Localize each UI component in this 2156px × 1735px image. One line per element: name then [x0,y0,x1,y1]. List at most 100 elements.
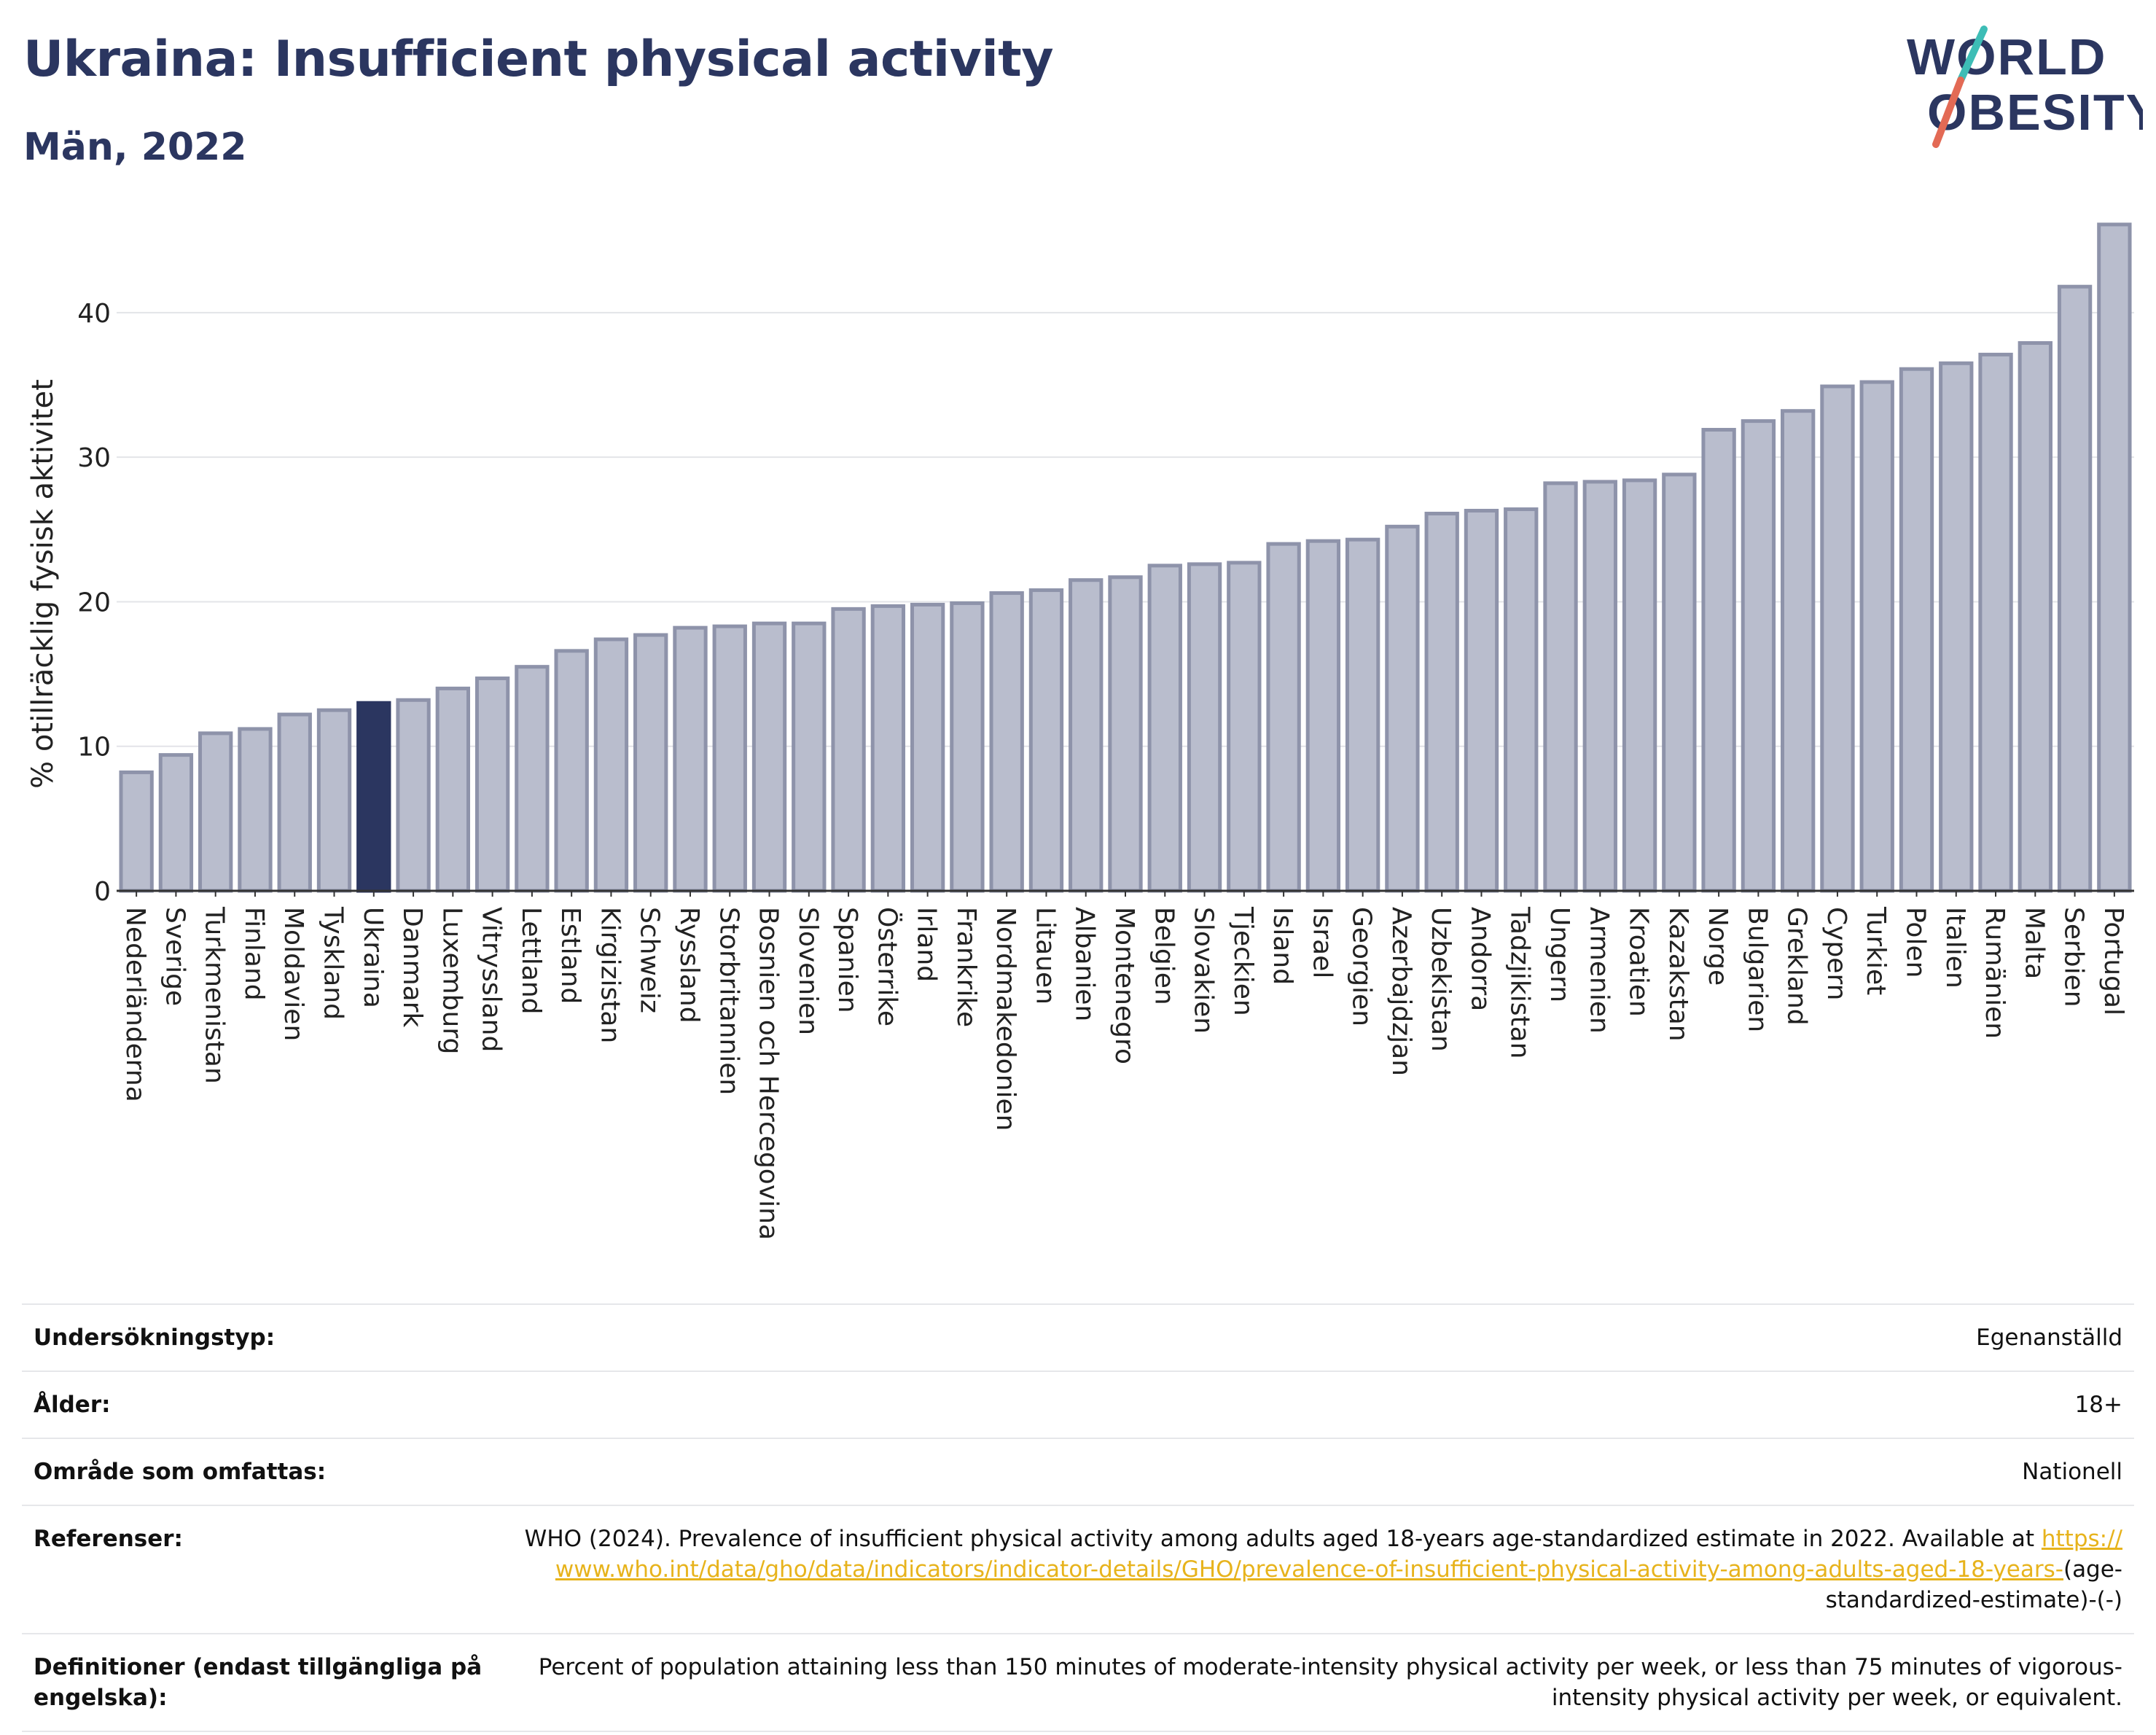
bar-norge [1701,427,1736,893]
x-tick-label: Polen [1900,907,1930,978]
bar-uzbekistan [1424,511,1459,893]
x-tick-label: Nederländerna [120,907,150,1102]
x-tick-label: Ungern [1544,907,1574,1002]
y-axis-label: % otillräcklig fysisk aktivitet [26,379,60,789]
bar-grekland [1780,409,1816,893]
x-tick-label: Tjeckien [1228,906,1258,1016]
x-tick-label: Danmark [397,907,427,1028]
x-tick-label: Spanien [832,907,862,1013]
metadata-table: Undersökningstyp: Egenanställd Ålder: 18… [22,1303,2134,1732]
x-tick-label: Vitryssland [477,907,507,1052]
bar-malta [2018,341,2053,893]
bar-ungern [1543,481,1578,893]
x-tick-label: Lettland [516,907,546,1015]
table-row: Område som omfattas: Nationell [22,1438,2134,1506]
bar-österrike [870,604,906,893]
bar-litauen [1028,588,1064,893]
table-row: Ålder: 18+ [22,1371,2134,1439]
bar-luxemburg [435,686,471,893]
x-tick-label: Slovenien [793,907,823,1035]
x-tick-label: Bulgarien [1742,907,1772,1032]
bar-slovenien [792,621,827,893]
x-tick-label: Moldavien [278,907,308,1041]
age-value: 18+ [512,1371,2134,1439]
bar-armenien [1582,480,1617,893]
logo-slash-coral [1932,77,1964,148]
bar-moldavien [277,712,312,893]
logo-slash-teal [1957,26,1988,84]
table-row: Definitioner (endast tillgängliga på eng… [22,1633,2134,1732]
x-tick-label: Montenegro [1109,907,1139,1064]
y-axis-ticks: 0 10 20 30 40 [77,299,111,907]
x-tick-label: Litauen [1030,907,1060,1005]
x-tick-label: Israel [1307,907,1337,978]
bars [119,222,2132,893]
reference-link[interactable]: https://www.who.int/data/gho/data/indica… [555,1526,2122,1583]
x-tick-label: Grekland [1782,907,1812,1026]
coverage-key: Område som omfattas: [22,1438,512,1506]
definitions-value: Percent of population attaining less tha… [512,1633,2134,1732]
x-tick-label: Tyskland [319,906,348,1020]
table-row: Undersökningstyp: Egenanställd [22,1303,2134,1372]
y-tick-label: 0 [94,877,111,907]
bar-irland [910,602,945,893]
coverage-value: Nationell [512,1438,2134,1506]
bar-belgien [1147,564,1182,893]
x-tick-label: Albanien [1070,907,1100,1021]
bar-sverige [158,753,194,893]
bar-finland [238,727,273,893]
x-tick-label: Belgien [1149,907,1179,1005]
bar-montenegro [1108,575,1143,893]
x-tick-label: Turkiet [1861,906,1891,995]
x-tick-label: Andorra [1465,907,1495,1011]
x-tick-label: Kazakstan [1663,907,1693,1042]
bar-kazakstan [1662,472,1697,893]
bar-serbien [2057,284,2093,893]
x-tick-label: Cypern [1821,907,1851,1000]
bar-polen [1899,367,1934,893]
bar-nederländerna [119,770,154,893]
bar-bulgarien [1741,419,1776,893]
bar-vitryssland [474,677,510,893]
x-tick-label: Norge [1703,907,1733,986]
bar-bosnien-och-hercegovina [751,621,787,893]
x-tick-label: Malta [2019,907,2049,979]
y-tick-label: 20 [77,588,111,617]
survey-type-key: Undersökningstyp: [22,1303,512,1372]
x-tick-label: Turkmenistan [200,906,230,1084]
definitions-key: Definitioner (endast tillgängliga på eng… [22,1633,512,1732]
bar-island [1266,542,1301,893]
x-tick-label: Island [1268,907,1297,985]
bar-georgien [1345,537,1380,893]
x-tick-label: Österrike [872,907,902,1026]
bar-kirgizistan [593,637,629,893]
bar-albanien [1069,578,1104,893]
bar-frankrike [950,601,985,893]
logo-word-world: WORLD [1907,28,2106,85]
bar-storbritannien [712,624,747,893]
bar-cypern [1820,384,1855,893]
references-key: Referenser: [22,1505,512,1634]
x-tick-label: Nordmakedonien [991,907,1020,1131]
y-tick-label: 30 [77,443,111,473]
world-obesity-logo: WORLD OBESITY [1907,26,2143,148]
x-tick-label: Finland [239,907,269,1001]
x-tick-label: Slovakien [1189,907,1219,1034]
x-tick-label: Luxemburg [437,907,466,1054]
reference-text: WHO (2024). Prevalence of insufficient p… [524,1526,2042,1552]
bar-spanien [831,607,866,893]
x-tick-label: Portugal [2098,907,2128,1015]
bar-italien [1939,361,1974,893]
age-key: Ålder: [22,1371,512,1439]
bar-chart: 0 10 20 30 40 Nederländerna Sverige Turkmenist… [26,222,2134,1240]
x-tick-label: Storbritannien [714,907,743,1095]
bar-tjeckien [1227,561,1262,893]
bar-ukraina [356,701,391,893]
chart-subtitle: Män, 2022 [23,125,247,169]
references-value: WHO (2024). Prevalence of insufficient p… [512,1505,2134,1634]
x-axis-ticks: Nederländerna Sverige Turkmenistan Finland M… [120,891,2128,1240]
x-tick-label: Uzbekistan [1426,907,1456,1052]
bar-turkiet [1859,380,1894,893]
x-tick-label: Irland [912,907,942,982]
bar-tyskland [316,708,352,893]
